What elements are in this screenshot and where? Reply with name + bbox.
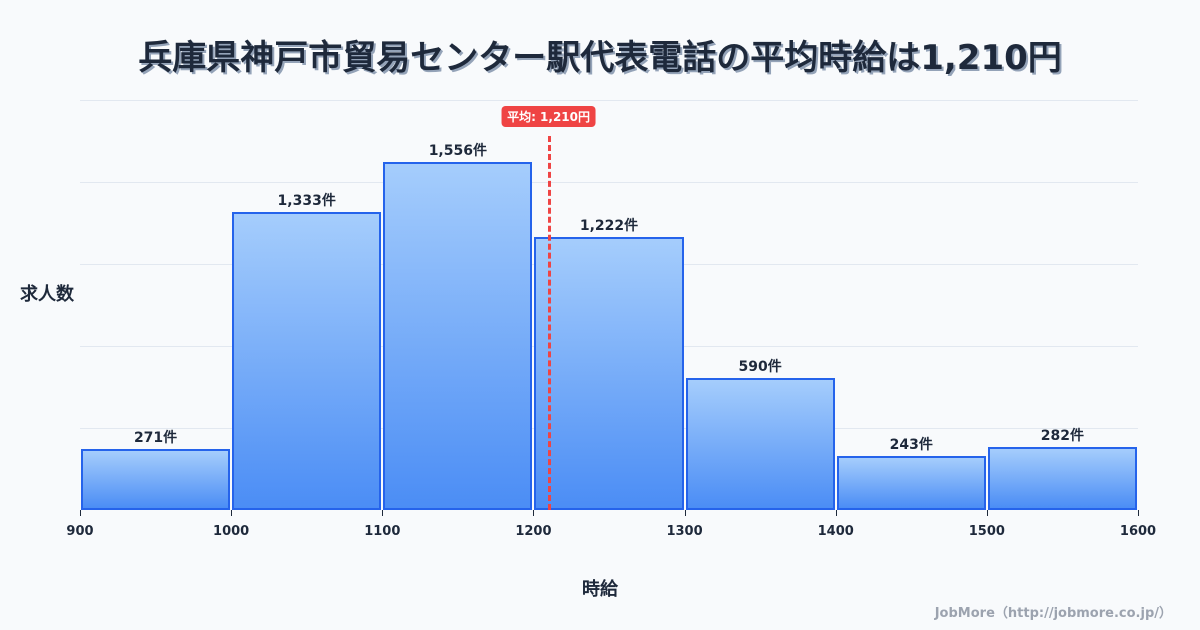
bar-value-label: 1,556件 (428, 142, 487, 159)
x-tick (684, 510, 686, 516)
histogram-bar (81, 449, 231, 510)
average-line (547, 136, 551, 510)
histogram-bar (383, 161, 533, 510)
x-tick (1138, 510, 1139, 516)
x-tick (533, 510, 535, 516)
x-tick (835, 510, 837, 516)
x-tick-label: 1500 (968, 524, 1005, 539)
x-tick-label: 900 (66, 524, 94, 539)
histogram-bar (685, 378, 835, 510)
histogram-bar (232, 211, 382, 510)
x-tick-label: 1400 (817, 524, 854, 539)
plot-area: 271件 1,333件 1,556件 1,222件 590件 243件 282件 900 100… (66, 100, 1156, 539)
x-tick (231, 510, 233, 516)
histogram-bar (836, 455, 986, 510)
bar-value-label: 1,333件 (277, 192, 336, 209)
bar-value-label: 282件 (1040, 427, 1085, 444)
x-tick-label: 1600 (1119, 524, 1157, 539)
x-tick-label: 1200 (515, 524, 552, 539)
chart-title: 兵庫県神戸市貿易センター駅代表電話の平均時給は1,210円 (138, 38, 1062, 78)
bar-value-label: 1,222件 (579, 217, 639, 234)
bar-value-label: 590件 (738, 359, 782, 376)
bar-value-label: 271件 (133, 430, 178, 447)
gridline (80, 100, 1138, 101)
gridline (80, 182, 1138, 183)
x-axis-label: 時給 (582, 579, 618, 600)
bar-value-label: 243件 (889, 436, 933, 453)
y-axis-label: 求人数 (20, 284, 74, 305)
x-tick (80, 510, 81, 516)
credit-text: JobMore（http://jobmore.co.jp/） (934, 606, 1172, 621)
x-tick (382, 510, 384, 516)
histogram-bar (534, 236, 684, 510)
average-badge: 平均: 1,210円 (501, 106, 596, 127)
x-tick-label: 1300 (666, 524, 703, 539)
x-tick (986, 510, 988, 516)
x-tick-label: 1100 (364, 524, 401, 539)
x-tick-label: 1000 (213, 524, 250, 539)
histogram-bar (987, 446, 1137, 510)
